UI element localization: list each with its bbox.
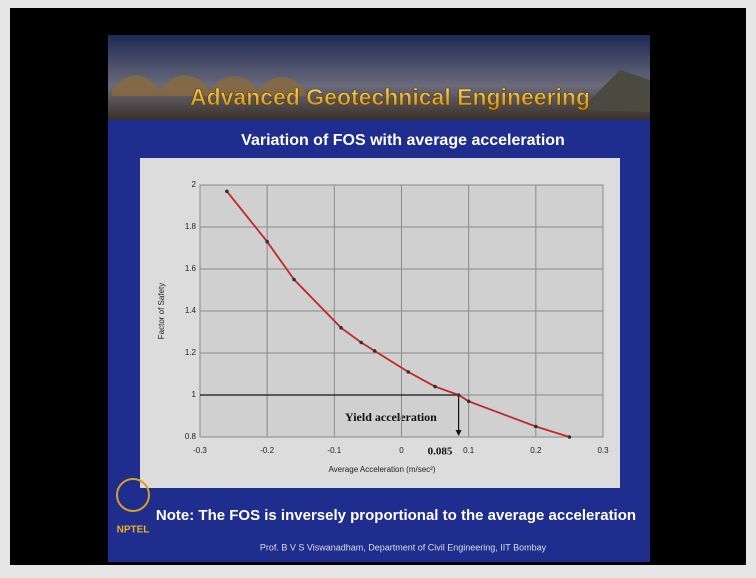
data-point bbox=[456, 393, 461, 397]
x-tick-label: 0.2 bbox=[530, 446, 542, 455]
x-tick-label: -0.2 bbox=[260, 446, 274, 455]
y-tick-label: 1.8 bbox=[185, 222, 197, 231]
data-point bbox=[292, 277, 296, 282]
slide-footer: Prof. B V S Viswanadham, Department of C… bbox=[260, 542, 547, 552]
y-tick-label: 1.4 bbox=[185, 306, 197, 315]
slide-note: Note: The FOS is inversely proportional … bbox=[156, 507, 636, 524]
y-axis-label: Factor of Safety bbox=[157, 283, 166, 339]
y-tick-label: 1 bbox=[192, 390, 197, 399]
data-point bbox=[433, 384, 437, 389]
y-tick-label: 1.2 bbox=[185, 348, 197, 357]
y-tick-label: 2 bbox=[192, 180, 197, 189]
logo-text: NPTEL bbox=[117, 525, 150, 536]
data-point bbox=[406, 370, 411, 374]
data-point bbox=[339, 326, 343, 330]
x-tick-label: 0.3 bbox=[597, 446, 609, 455]
series-line bbox=[226, 190, 570, 438]
x-tick-label: -0.1 bbox=[327, 446, 341, 455]
data-point bbox=[225, 189, 229, 194]
data-point bbox=[372, 349, 377, 353]
arrow-head bbox=[455, 430, 462, 436]
data-point bbox=[534, 424, 538, 429]
machine-art bbox=[580, 70, 650, 112]
slide-title: Variation of FOS with average accelerati… bbox=[241, 132, 565, 149]
annotation-text: Yield acceleration bbox=[345, 410, 437, 424]
x-axis-label: Average Acceleration (m/sec²) bbox=[328, 465, 435, 474]
logo-emblem bbox=[116, 478, 150, 512]
data-point bbox=[466, 399, 471, 404]
bridge-art bbox=[112, 75, 305, 96]
data-point bbox=[359, 340, 364, 345]
banner bbox=[108, 35, 650, 120]
annotation-value: 0.085 bbox=[428, 446, 453, 458]
data-point bbox=[567, 435, 572, 439]
y-tick-label: 1.6 bbox=[185, 264, 197, 273]
x-tick-label: 0 bbox=[399, 446, 404, 455]
x-tick-label: 0.1 bbox=[463, 446, 475, 455]
data-point bbox=[265, 239, 269, 244]
banner-title: Advanced Geotechnical Engineering bbox=[190, 84, 590, 110]
y-tick-label: 0.8 bbox=[185, 432, 197, 441]
x-tick-label: -0.3 bbox=[193, 446, 207, 455]
